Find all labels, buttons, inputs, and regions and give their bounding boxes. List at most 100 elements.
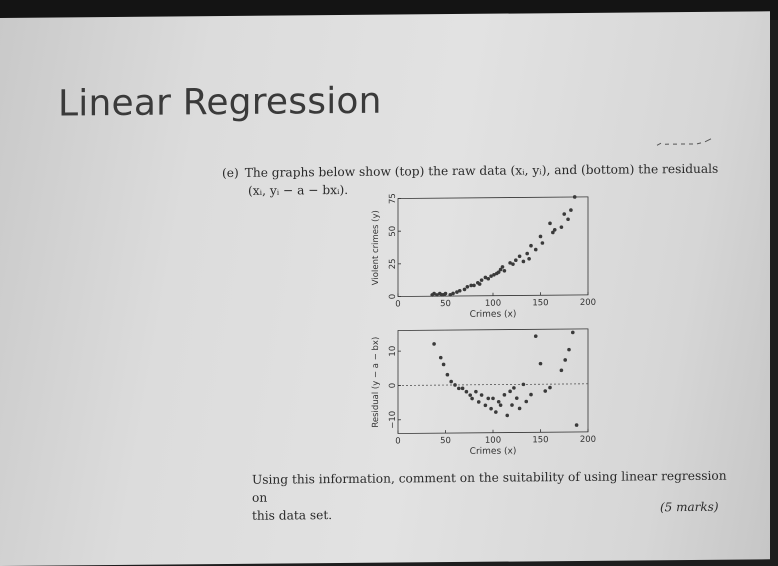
data-point [529, 243, 533, 248]
data-point [569, 208, 573, 212]
data-point [548, 385, 552, 390]
plot-frame [397, 196, 589, 297]
data-point [474, 389, 478, 394]
y-tick-label: 10 [388, 346, 398, 357]
data-point [468, 393, 472, 397]
data-point [525, 251, 529, 256]
data-point [502, 268, 507, 273]
data-point [476, 400, 481, 404]
data-point [477, 282, 482, 286]
x-tick-label: 200 [580, 435, 596, 445]
data-point [500, 265, 505, 269]
marks-label: (5 marks) [660, 499, 719, 515]
data-point [502, 393, 507, 397]
data-point [514, 396, 519, 400]
y-tick-label: 75 [388, 193, 398, 204]
x-tick-label: 150 [532, 298, 548, 308]
data-point [527, 256, 531, 261]
x-tick-label: 50 [440, 299, 451, 309]
question-label: (e) [222, 165, 239, 181]
data-point [538, 361, 543, 366]
y-tick-label: 0 [388, 294, 398, 300]
data-point [492, 272, 496, 277]
data-point [443, 291, 448, 296]
data-point [548, 221, 552, 226]
data-point [574, 423, 579, 427]
data-point [533, 334, 538, 338]
data-point [445, 372, 450, 377]
data-point [505, 413, 510, 418]
data-point [517, 406, 522, 411]
data-point [559, 368, 564, 373]
data-point [498, 403, 503, 407]
x-tick-label: 100 [485, 436, 501, 446]
x-axis-label: Crimes (x) [470, 446, 517, 456]
followup-question: Using this information, comment on the s… [252, 467, 732, 525]
data-point [449, 379, 453, 384]
data-point [496, 399, 501, 404]
data-point [489, 274, 493, 278]
y-tick-label: 0 [388, 383, 398, 389]
data-point [464, 389, 469, 394]
data-point [435, 293, 439, 297]
data-point [489, 406, 493, 411]
data-point [455, 290, 459, 294]
data-point [566, 217, 570, 222]
x-tick-label: 0 [395, 300, 400, 310]
data-point [479, 278, 484, 282]
data-point [462, 287, 467, 292]
data-point [524, 399, 529, 404]
data-point [521, 382, 526, 387]
data-point [543, 389, 548, 393]
data-point [567, 347, 571, 352]
x-tick-label: 0 [395, 437, 400, 447]
x-tick-label: 100 [485, 299, 501, 309]
data-point [572, 195, 577, 199]
y-tick-label: 50 [388, 226, 398, 237]
data-point [451, 291, 455, 296]
data-point [438, 355, 443, 360]
followup-line-2: this data set. [252, 508, 333, 523]
x-tick-label: 200 [580, 298, 596, 308]
raw-data-chart: 0 50 100 150 200 0 25 50 75 Crimes (x) Violent cri… [371, 193, 596, 320]
data-point [538, 234, 543, 239]
data-point [529, 392, 533, 397]
y-tick-label: 25 [388, 258, 398, 269]
data-point [559, 225, 564, 229]
data-point [511, 262, 515, 266]
followup-line-1: Using this information, comment on the s… [252, 468, 727, 505]
data-point [486, 276, 491, 281]
data-point [457, 386, 461, 391]
data-point [486, 396, 491, 401]
x-tick-label: 150 [532, 435, 548, 445]
y-axis-label: Residual (y − a − bx) [371, 337, 381, 428]
x-axis-label: Crimes (x) [470, 309, 517, 319]
data-point [491, 396, 495, 401]
data-point [483, 403, 488, 408]
data-point [432, 342, 436, 346]
data-point [517, 254, 522, 259]
y-tick-label: −10 [388, 411, 398, 429]
data-point [470, 396, 474, 401]
data-point [460, 386, 465, 391]
data-point [510, 403, 514, 407]
data-point [562, 212, 567, 216]
data-point [432, 291, 436, 296]
x-tick-label: 50 [440, 436, 451, 446]
data-point [453, 383, 457, 387]
data-point [552, 228, 557, 232]
data-point [498, 267, 503, 272]
question-line-2: (xᵢ, yᵢ − a − bxᵢ). [248, 182, 349, 198]
data-point [479, 393, 484, 397]
data-point [508, 389, 512, 394]
handwritten-scribble [656, 138, 712, 146]
data-point [512, 386, 516, 390]
data-point [521, 259, 526, 264]
data-point [457, 288, 462, 293]
slide: Linear Regression (e) The graphs below sh… [0, 11, 770, 566]
data-point [441, 362, 446, 367]
slide-title: Linear Regression [58, 80, 382, 125]
data-point [533, 247, 538, 252]
data-point [465, 284, 470, 289]
data-point [472, 283, 476, 288]
